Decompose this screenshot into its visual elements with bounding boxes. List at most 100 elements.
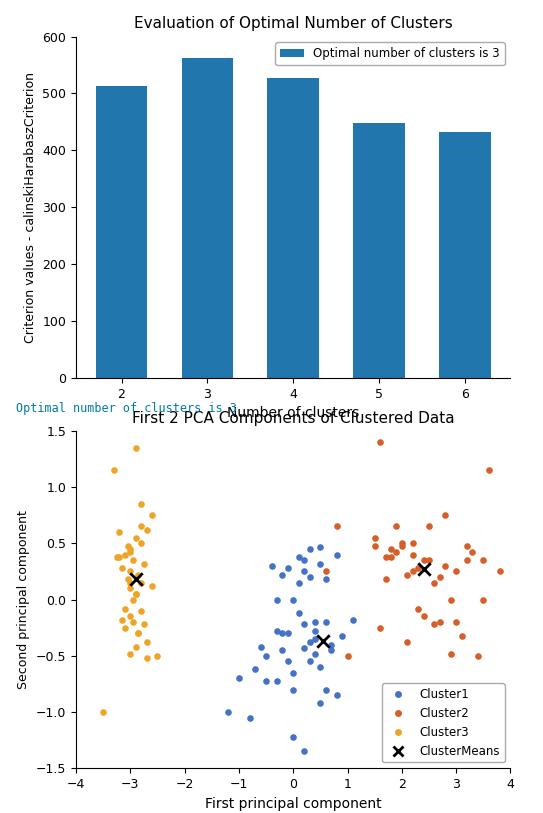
Point [131,531,140,544]
Point [435,615,444,628]
Point [468,546,477,559]
Point [463,539,471,552]
Point [387,542,395,555]
Y-axis label: Second principal component: Second principal component [17,510,30,689]
Point [283,655,292,668]
Text: Optimal number of clusters is 3: Optimal number of clusters is 3 [16,402,237,415]
Point [425,554,433,567]
Point [153,650,162,663]
Point [403,568,412,581]
Point [419,610,428,623]
Point [300,554,308,567]
Point [321,615,330,628]
Point [134,627,143,640]
Legend: Cluster1, Cluster2, Cluster3, ClusterMeans: Cluster1, Cluster2, Cluster3, ClusterMea… [382,683,504,763]
Point [452,565,460,578]
Point [137,604,146,617]
Point [224,706,232,719]
Point [294,576,303,589]
Point [419,563,428,576]
Point [321,683,330,696]
Point [262,650,270,663]
Point [376,621,384,634]
Point [126,546,135,559]
Point [370,539,379,552]
Point [294,550,303,563]
Title: First 2 PCA Components of Clustered Data: First 2 PCA Components of Clustered Data [132,411,454,425]
Point [129,593,137,606]
Point [126,576,135,589]
Point [121,548,129,561]
Point [463,554,471,567]
Point [129,554,137,567]
Point [131,641,140,654]
Point [300,565,308,578]
X-axis label: First principal component: First principal component [205,797,382,811]
X-axis label: Number of clusters: Number of clusters [227,406,359,420]
Point [137,520,146,533]
Point [137,576,146,589]
Point [256,641,265,654]
Bar [439,133,491,378]
Point [419,554,428,567]
Point [131,588,140,601]
Point [381,550,390,563]
Point [137,498,146,511]
Point [311,615,319,628]
Point [387,550,395,563]
Bar [96,86,147,378]
Point [305,655,314,668]
Point [115,526,124,539]
Point [376,436,384,449]
Point [148,509,156,522]
Point [305,542,314,555]
Point [408,548,417,561]
Point [311,624,319,637]
Point [311,633,319,646]
Point [273,624,281,637]
Point [305,571,314,584]
Bar [353,123,405,378]
Point [142,651,151,664]
Point [316,557,325,570]
Point [300,618,308,631]
Point [131,588,140,601]
Point [126,542,135,555]
Point [251,663,260,676]
Point [278,627,287,640]
Point [99,706,108,719]
Point [126,647,135,660]
Point [327,644,336,657]
Point [289,666,298,679]
Point [414,562,422,575]
Point [316,660,325,673]
Bar [268,77,319,378]
Point [311,647,319,660]
Point [441,509,450,522]
Point [126,565,135,578]
Point [430,576,439,589]
Point [327,638,336,651]
Point [121,621,129,634]
Point [235,672,243,685]
Point [131,441,140,454]
Point [294,606,303,620]
Point [484,463,493,476]
Point [262,674,270,687]
Point [452,615,460,628]
Point [414,602,422,615]
Point [123,573,132,586]
Point [131,573,140,586]
Point [118,562,127,575]
Point [403,636,412,649]
Point [397,539,406,552]
Point [134,627,143,640]
Point [321,573,330,586]
Point [343,650,352,663]
Point [289,683,298,696]
Point [392,546,401,559]
Bar [181,59,233,378]
Point [435,571,444,584]
Point [319,635,327,648]
Point [305,636,314,649]
